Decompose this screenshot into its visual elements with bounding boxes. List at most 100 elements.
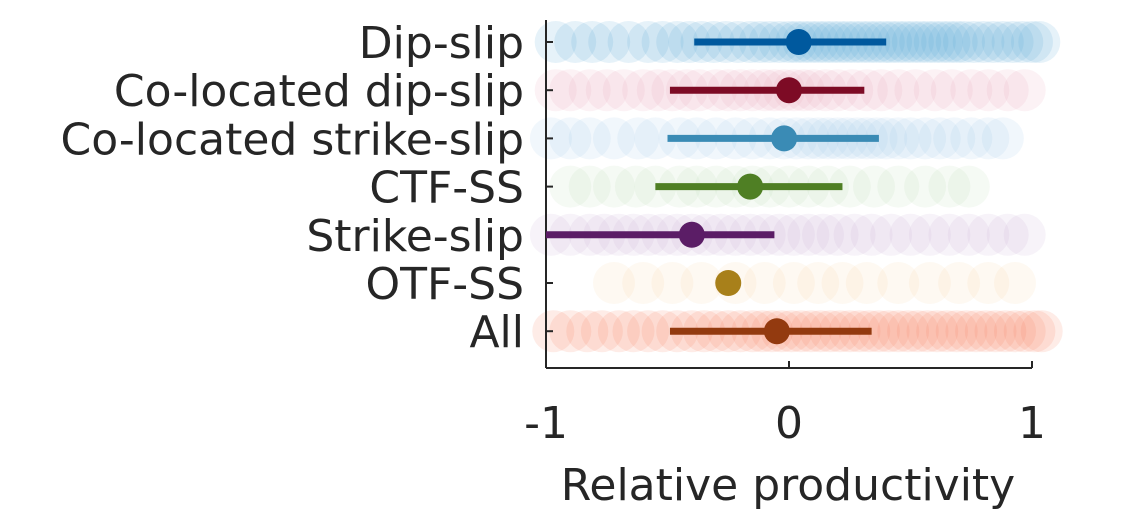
sample-point <box>945 310 988 353</box>
sample-point <box>588 21 631 63</box>
mean-marker <box>776 77 802 104</box>
sample-point <box>549 310 592 353</box>
sample-point <box>950 117 993 160</box>
category-label: Co-located strike-slip <box>60 114 524 165</box>
sample-point <box>627 310 670 353</box>
sample-point <box>593 117 635 160</box>
sample-point <box>821 262 864 304</box>
sample-point <box>967 213 1010 256</box>
sample-point <box>899 21 942 63</box>
mean-marker <box>771 125 798 152</box>
sample-point <box>981 117 1024 160</box>
sample-point <box>797 262 840 304</box>
sample-point <box>743 262 786 304</box>
sample-point <box>908 213 951 256</box>
sample-point <box>913 69 956 112</box>
sample-point <box>636 69 679 112</box>
sample-point <box>947 213 990 256</box>
sample-point <box>877 165 920 208</box>
sample-point <box>845 262 888 304</box>
sample-point <box>1011 21 1053 63</box>
sample-point <box>680 262 723 304</box>
sample-point <box>593 165 635 208</box>
mean-marker <box>678 221 705 248</box>
sample-point <box>974 310 1017 353</box>
sample-point <box>554 21 597 63</box>
sample-point <box>967 117 1010 160</box>
sample-point <box>904 117 947 160</box>
sample-point <box>622 262 665 304</box>
sample-point <box>935 21 978 63</box>
sample-point <box>950 69 993 112</box>
sample-point <box>986 69 1029 112</box>
sample-point <box>921 21 964 63</box>
sample-point <box>986 213 1029 256</box>
sample-point <box>908 262 951 304</box>
sample-point <box>962 21 1005 63</box>
sample-point <box>943 21 985 63</box>
sample-point <box>928 21 971 63</box>
sample-point <box>622 69 665 112</box>
sample-point <box>566 310 609 353</box>
mean-marker <box>737 173 764 200</box>
category-label: Strike-slip <box>306 211 524 262</box>
sample-point <box>947 165 990 208</box>
sample-point <box>772 213 815 256</box>
sample-point <box>877 21 920 63</box>
sample-point <box>668 21 711 63</box>
sample-point <box>1018 21 1061 63</box>
sample-point <box>991 21 1034 63</box>
axes <box>545 20 1033 369</box>
sample-point <box>617 117 660 160</box>
sample-point <box>607 21 650 63</box>
cloud-all <box>532 310 1063 353</box>
sample-point <box>634 117 677 160</box>
sample-point <box>627 21 670 63</box>
sample-point <box>967 69 1010 112</box>
sample-point <box>860 69 903 112</box>
sample-point <box>549 117 592 160</box>
sample-point <box>896 310 939 353</box>
sample-point <box>935 310 978 353</box>
sample-point <box>972 21 1015 63</box>
sample-point <box>656 21 699 63</box>
sample-point <box>857 310 900 353</box>
x-tick-labels: -1 0 1 <box>524 398 1046 449</box>
mean-marker <box>763 318 790 345</box>
sample-point <box>967 262 1010 304</box>
sample-point <box>845 69 888 112</box>
sample-point <box>614 165 657 208</box>
sample-point <box>1020 310 1063 353</box>
sample-point <box>865 117 908 160</box>
sample-point <box>593 262 635 304</box>
sample-point <box>580 310 623 353</box>
sample-point <box>906 310 949 353</box>
sample-point <box>1001 21 1044 63</box>
sample-point <box>955 310 998 353</box>
category-label: OTF-SS <box>365 259 524 310</box>
sample-point <box>772 262 815 304</box>
sample-point <box>568 117 611 160</box>
sample-point <box>913 21 956 63</box>
sample-point <box>889 117 932 160</box>
sample-point <box>964 310 1007 353</box>
x-tick-label: 1 <box>1018 398 1046 449</box>
sample-point <box>904 165 947 208</box>
sample-point <box>930 69 973 112</box>
sample-point <box>853 165 895 208</box>
sample-point <box>952 21 995 63</box>
sample-point <box>877 310 920 353</box>
sample-point <box>1003 69 1046 112</box>
sample-point <box>916 310 959 353</box>
cloud-dip-slip <box>534 21 1061 63</box>
sample-point <box>877 69 920 112</box>
sample-point <box>877 117 920 160</box>
mean-marker <box>715 270 742 296</box>
sample-point <box>549 165 592 208</box>
sample-point <box>585 69 628 112</box>
sample-point <box>918 117 961 160</box>
sample-point <box>870 213 913 256</box>
category-label: Co-located dip-slip <box>114 66 524 117</box>
sample-point <box>787 213 830 256</box>
